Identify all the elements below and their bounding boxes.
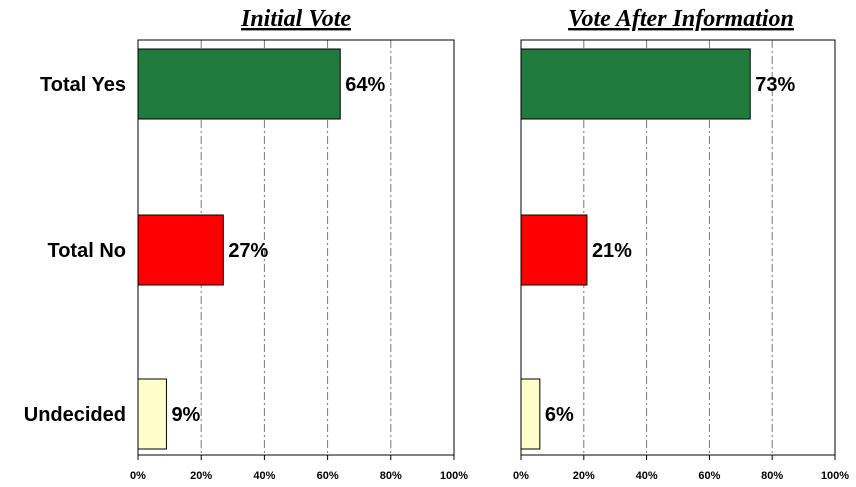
initial-vote-title: Initial Vote — [240, 6, 351, 32]
initial-vote-value-label-total-no: 27% — [228, 240, 268, 262]
initial-vote-value-label-total-yes: 64% — [345, 74, 385, 96]
category-label-undecided: Undecided — [24, 404, 126, 426]
initial-vote-tick-label-60: 60% — [317, 470, 339, 482]
after-info-value-label-total-yes: 73% — [755, 74, 795, 96]
initial-vote-tick-label-80: 80% — [380, 470, 402, 482]
initial-vote-panel: Initial Vote 0% 20% 40% 60% 80% 100% 64% Total … — [24, 6, 469, 482]
after-info-bar-total-yes — [520, 48, 751, 120]
after-info-tick-label-20: 20% — [573, 470, 595, 482]
vote-after-information-title: Vote After Information — [568, 6, 794, 32]
initial-vote-tick-label-100: 100% — [440, 470, 468, 482]
after-info-value-label-undecided: 6% — [545, 404, 574, 426]
initial-vote-bar-undecided — [137, 378, 167, 450]
after-info-tick-label-0: 0% — [513, 470, 529, 482]
category-label-total-yes: Total Yes — [40, 74, 126, 96]
initial-vote-value-label-undecided: 9% — [171, 404, 200, 426]
after-info-value-label-total-no: 21% — [592, 240, 632, 262]
after-info-bar-total-no — [520, 214, 588, 286]
after-info-tick-label-100: 100% — [821, 470, 849, 482]
category-label-total-no: Total No — [47, 240, 126, 262]
after-info-tick-label-60: 60% — [698, 470, 720, 482]
initial-vote-bar-total-yes — [137, 48, 341, 120]
vote-after-information-panel: Vote After Information 0% 20% 40% 60% 80% 100… — [513, 6, 849, 482]
initial-vote-bar-total-no — [137, 214, 224, 286]
initial-vote-tick-label-0: 0% — [130, 470, 146, 482]
initial-vote-tick-label-40: 40% — [253, 470, 275, 482]
initial-vote-tick-label-20: 20% — [190, 470, 212, 482]
after-info-tick-label-80: 80% — [761, 470, 783, 482]
after-info-bar-undecided — [520, 378, 541, 450]
after-info-tick-label-40: 40% — [636, 470, 658, 482]
